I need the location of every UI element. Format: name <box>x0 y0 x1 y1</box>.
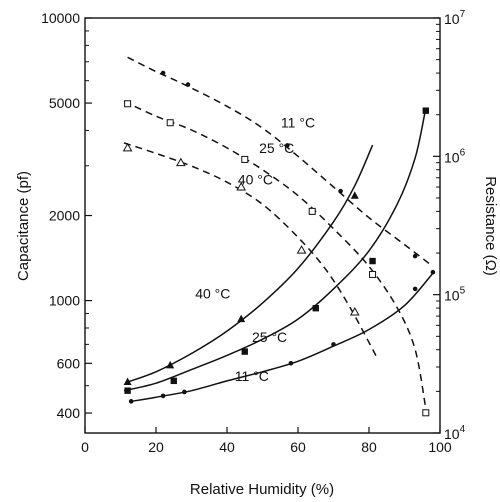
data-point <box>124 387 131 394</box>
data-point <box>241 348 248 355</box>
data-point <box>237 314 246 323</box>
right-tick-label: 107 <box>444 9 466 27</box>
right-axis-ticks: 104 105 106 107 <box>433 9 466 442</box>
data-point <box>175 157 186 167</box>
left-tick-label: 600 <box>57 355 81 371</box>
data-point <box>296 245 307 254</box>
left-tick-label: 10000 <box>41 10 80 26</box>
x-axis-ticks: 0 20 40 60 80 100 <box>81 427 452 455</box>
left-axis-title: Capacitance (pf) <box>15 171 32 281</box>
series-labels: 11 °C 25 °C 40 °C 40 °C 25 °C 11 °C <box>195 115 315 385</box>
left-tick-label: 1000 <box>49 293 80 309</box>
data-point <box>160 393 166 399</box>
x-tick-label: 40 <box>219 439 235 455</box>
data-point <box>412 253 418 259</box>
series-label: 40 °C <box>238 172 273 188</box>
x-tick-label: 100 <box>428 439 452 455</box>
data-point <box>430 269 436 275</box>
x-tick-label: 80 <box>361 439 377 455</box>
data-point <box>308 207 316 215</box>
series-label: 40 °C <box>195 285 230 301</box>
data-point <box>185 82 191 87</box>
plot-frame <box>84 17 441 434</box>
data-point <box>349 306 360 316</box>
x-tick-label: 0 <box>81 439 89 455</box>
x-tick-label: 20 <box>148 439 164 455</box>
series-resistance-2 <box>122 142 377 357</box>
x-axis-title: Relative Humidity (%) <box>190 481 334 498</box>
data-point <box>412 286 418 292</box>
data-point <box>236 182 247 191</box>
series-label: 11 °C <box>235 368 269 384</box>
series-line <box>131 272 434 403</box>
data-point <box>123 377 132 386</box>
data-point <box>369 257 376 265</box>
series-resistance-1 <box>123 100 430 417</box>
data-point <box>350 191 359 199</box>
series-line <box>127 144 374 383</box>
data-point <box>166 119 174 127</box>
series-label: 25 °C <box>252 329 287 345</box>
series-line <box>123 142 377 357</box>
series-label: 25 °C <box>259 140 294 156</box>
series-resistance-0 <box>127 56 434 267</box>
series-line <box>123 107 427 392</box>
series-line <box>127 56 434 267</box>
left-axis-ticks: 400 600 1000 2000 5000 10000 <box>41 10 92 421</box>
series-line <box>123 100 427 409</box>
data-point <box>369 270 377 278</box>
data-point <box>422 409 430 417</box>
data-point <box>241 155 249 163</box>
data-point <box>128 399 134 404</box>
data-point <box>331 342 336 347</box>
data-point <box>182 389 187 395</box>
left-tick-label: 2000 <box>49 208 80 224</box>
series-capacitance-5 <box>128 269 436 404</box>
data-point <box>288 360 294 366</box>
right-tick-label: 104 <box>444 424 466 442</box>
series-capacitance-3 <box>123 144 374 386</box>
left-tick-label: 5000 <box>49 95 80 111</box>
data-point <box>122 142 133 152</box>
series-label: 11 °C <box>281 115 315 131</box>
right-tick-label: 106 <box>444 147 466 165</box>
data-point <box>312 304 319 312</box>
data-point <box>166 360 175 369</box>
data-point <box>124 100 132 108</box>
data-point <box>338 188 343 194</box>
data-point <box>422 107 429 114</box>
left-tick-label: 400 <box>57 405 81 421</box>
data-point <box>170 377 177 385</box>
series-capacitance-4 <box>123 107 429 394</box>
x-tick-label: 60 <box>290 439 306 455</box>
right-tick-label: 105 <box>444 286 466 304</box>
data-point <box>160 70 166 76</box>
series-layer <box>122 56 436 417</box>
right-axis-title: Resistance (Ω) <box>482 176 499 276</box>
data-point <box>285 143 290 148</box>
